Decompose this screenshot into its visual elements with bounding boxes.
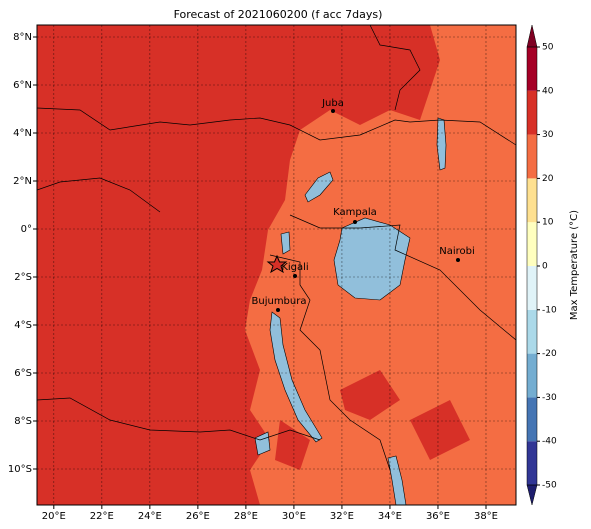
colorbar-band (527, 47, 537, 91)
x-tick-label: 32°E (330, 511, 354, 522)
colorbar-band (527, 178, 537, 223)
colorbar-tick-label: 0 (542, 262, 548, 272)
city-dot (353, 220, 357, 224)
colorbar-tick-label: -40 (542, 437, 557, 447)
x-tick-label: 20°E (42, 511, 66, 522)
colorbar-extend (526, 24, 538, 48)
city-label: Kampala (333, 207, 377, 218)
country-border (37, 397, 321, 441)
colorbar-label: Max Temperature (°C) (569, 210, 580, 320)
lake-malawi (387, 455, 407, 505)
y-tick-label: 6°N (13, 80, 32, 91)
colorbar-tick-label: -10 (542, 305, 557, 315)
city-dot (293, 274, 297, 278)
city-dot (276, 308, 280, 312)
colorbar-tick-label: 40 (542, 86, 554, 96)
city-label: Nairobi (439, 246, 475, 257)
colorbar-tick-label: -30 (542, 393, 557, 403)
colorbar-band (527, 222, 537, 266)
colorbar-band (527, 353, 537, 398)
hot-patch (275, 370, 470, 470)
country-border (37, 177, 161, 213)
map-area (37, 25, 516, 505)
map-frame (36, 24, 517, 506)
colorbar-tick-label: -20 (542, 349, 557, 359)
country-border (289, 214, 516, 341)
cities: Juba Kampala Nairobi Kigali Bujumbura (252, 98, 475, 312)
x-tick-label: 38°E (474, 511, 498, 522)
y-tick-label: 10°S (8, 464, 32, 475)
y-tick-label: 4°N (13, 128, 32, 139)
colorbar-tick-label: -50 (542, 481, 557, 491)
city-label: Bujumbura (252, 296, 307, 307)
colorbar-extend (526, 484, 538, 506)
x-tick-label: 34°E (378, 511, 402, 522)
colorbar-band (527, 266, 537, 310)
city-label: Kigali (281, 262, 308, 273)
y-tick-label: 2°S (14, 272, 32, 283)
colorbar-band (527, 397, 537, 442)
y-tick-label: 8°S (14, 416, 32, 427)
y-tick-label: 0° (21, 224, 32, 235)
colorbar-band (527, 441, 537, 485)
country-border (37, 107, 516, 146)
city-dot (331, 109, 335, 113)
colorbar-tick-label: 20 (542, 174, 554, 184)
x-tick-label: 24°E (138, 511, 162, 522)
colorbar-band (527, 90, 537, 135)
x-tick-label: 28°E (234, 511, 258, 522)
colorbar-tick-label: 50 (542, 43, 554, 53)
x-tick-label: 36°E (426, 511, 450, 522)
lake-albert (304, 171, 334, 203)
y-tick-label: 6°S (14, 368, 32, 379)
colorbar-tick-label: 30 (542, 130, 554, 140)
x-tick-label: 26°E (186, 511, 210, 522)
x-tick-label: 30°E (282, 511, 306, 522)
lake-victoria (333, 217, 411, 301)
map-title: Forecast of 2021060200 (f acc 7days) (174, 8, 383, 21)
colorbar-band (527, 309, 537, 354)
country-border (269, 254, 391, 471)
y-tick-label: 4°S (14, 320, 32, 331)
city-dot (456, 258, 460, 262)
x-tick-label: 22°E (90, 511, 114, 522)
y-tick-label: 8°N (13, 32, 32, 43)
country-border (369, 25, 421, 111)
colorbar-band (527, 134, 537, 179)
lake-kivu (280, 231, 291, 255)
city-label: Juba (321, 98, 344, 109)
colorbar-tick-label: 10 (542, 218, 554, 228)
y-tick-label: 2°N (13, 176, 32, 187)
star-marker (266, 254, 288, 274)
